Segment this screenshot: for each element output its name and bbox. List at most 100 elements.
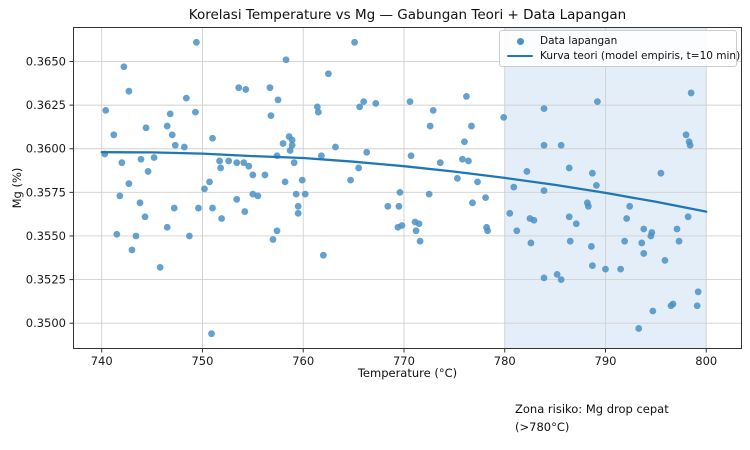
scatter-point (193, 38, 200, 46)
scatter-point (137, 155, 145, 163)
scatter-point (314, 108, 322, 116)
scatter-point (274, 96, 282, 104)
y-tick-label: 0.3600 (26, 142, 66, 156)
scatter-point (171, 141, 179, 149)
y-axis-label: Mg (%) (10, 167, 24, 209)
scatter-point (290, 159, 298, 167)
scatter-point (469, 199, 476, 207)
y-tick-label: 0.3525 (26, 273, 66, 287)
scatter-point (118, 159, 126, 167)
scatter-point (640, 225, 648, 233)
scatter-point (484, 227, 491, 235)
scatter-point (240, 159, 248, 167)
axes-spines (73, 27, 742, 349)
legend-item-data-lapangan: Data lapangan (506, 35, 730, 47)
legend-label-data-lapangan: Data lapangan (540, 35, 618, 47)
scatter-point (294, 209, 302, 217)
scatter-point (125, 87, 133, 95)
scatter-point (273, 227, 281, 235)
scatter-point (156, 263, 164, 271)
scatter-point (233, 159, 241, 167)
scatter-point (288, 136, 296, 144)
scatter-point (429, 106, 437, 114)
scatter-point (566, 237, 574, 245)
scatter-point (209, 204, 216, 212)
scatter-point (572, 220, 580, 228)
scatter-point (513, 227, 521, 235)
y-tick-label: 0.3625 (26, 98, 66, 112)
scatter-point (166, 110, 174, 118)
x-tick-label: 780 (494, 354, 516, 368)
scatter-point (116, 192, 124, 200)
scatter-point (282, 56, 290, 64)
scatter-point (347, 176, 354, 184)
scatter-point (269, 236, 277, 243)
scatter-point (267, 112, 275, 120)
scatter-point (463, 93, 470, 100)
scatter-point (125, 180, 133, 188)
x-axis-label: Temperature (°C) (357, 366, 458, 380)
scatter-point (113, 230, 121, 238)
scatter-point (626, 202, 634, 210)
scatter-point (415, 220, 423, 228)
scatter-point (163, 223, 171, 231)
scatter-point (530, 216, 538, 224)
scatter-point (150, 154, 158, 161)
scatter-point (241, 208, 249, 215)
scatter-point (294, 202, 302, 210)
legend-label-kurva-teori: Kurva teori (model empiris, t=10 min) (540, 50, 741, 62)
scatter-point (136, 199, 144, 207)
scatter-point (128, 246, 136, 254)
scatter-point (638, 239, 646, 247)
scatter-point (588, 262, 596, 270)
scatter-point (468, 122, 475, 130)
scatter-point (682, 131, 690, 139)
scatter-point (461, 138, 468, 146)
scatter-point (301, 190, 309, 198)
scatter-point (356, 103, 364, 111)
scatter-point (216, 157, 223, 165)
scatter-point (426, 122, 434, 130)
scatter-point (261, 171, 269, 179)
scatter-point (687, 89, 695, 97)
scatter-point (195, 204, 202, 212)
scatter-point (298, 176, 306, 184)
scatter-point (355, 164, 363, 172)
scatter-point (209, 134, 216, 142)
scatter-point (286, 147, 294, 154)
scatter-point (192, 108, 199, 116)
scatter-point (675, 237, 683, 245)
scatter-point (540, 274, 548, 282)
scatter-point (313, 103, 321, 111)
scatter-point (669, 300, 677, 308)
scatter-point (217, 164, 225, 172)
scatter-point (384, 202, 392, 210)
scatter-point (412, 227, 420, 235)
scatter-point (647, 232, 655, 240)
scatter-point (249, 171, 257, 179)
scatter-point (141, 213, 149, 221)
scatter-point (621, 237, 629, 245)
scatter-point (565, 164, 573, 172)
scatter-point (168, 131, 176, 139)
scatter-point (144, 168, 152, 175)
theory-curve (100, 151, 708, 213)
scatter-point (661, 256, 669, 264)
scatter-point (500, 113, 508, 121)
scatter-point (351, 38, 359, 46)
scatter-point (102, 106, 110, 114)
scatter-point (180, 143, 188, 151)
x-tick-label: 740 (91, 354, 113, 368)
scatter-point (459, 155, 466, 163)
y-tick-label: 0.3650 (26, 55, 66, 69)
legend-marker-cell (506, 54, 534, 58)
scatter-point (635, 325, 643, 332)
scatter-point (142, 124, 150, 132)
scatter-point (325, 70, 332, 78)
x-tick-label: 750 (191, 354, 213, 368)
risk-annotation-line2: (>780°C) (515, 419, 570, 434)
scatter-point (182, 94, 190, 102)
scatter-point (584, 202, 592, 210)
